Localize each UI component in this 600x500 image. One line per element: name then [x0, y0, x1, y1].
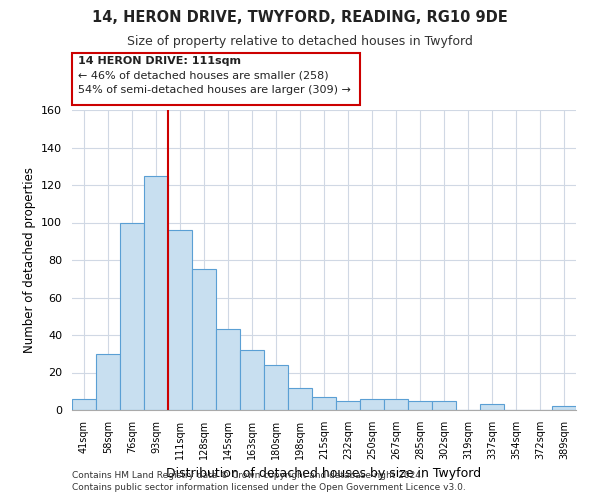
Bar — [288, 388, 312, 410]
Bar — [480, 404, 504, 410]
Bar — [264, 365, 288, 410]
Bar — [72, 399, 96, 410]
Text: 14 HERON DRIVE: 111sqm: 14 HERON DRIVE: 111sqm — [78, 56, 241, 66]
Bar — [360, 399, 384, 410]
Bar — [312, 397, 336, 410]
Bar — [120, 222, 144, 410]
Bar — [168, 230, 192, 410]
Y-axis label: Number of detached properties: Number of detached properties — [23, 167, 35, 353]
Bar — [336, 400, 360, 410]
Bar — [384, 399, 408, 410]
Text: Contains public sector information licensed under the Open Government Licence v3: Contains public sector information licen… — [72, 484, 466, 492]
Text: 14, HERON DRIVE, TWYFORD, READING, RG10 9DE: 14, HERON DRIVE, TWYFORD, READING, RG10 … — [92, 10, 508, 25]
Text: 54% of semi-detached houses are larger (309) →: 54% of semi-detached houses are larger (… — [78, 85, 351, 95]
Bar — [408, 400, 432, 410]
Bar — [216, 330, 240, 410]
Text: Size of property relative to detached houses in Twyford: Size of property relative to detached ho… — [127, 35, 473, 48]
Bar — [240, 350, 264, 410]
X-axis label: Distribution of detached houses by size in Twyford: Distribution of detached houses by size … — [166, 468, 482, 480]
Bar — [96, 354, 120, 410]
Text: ← 46% of detached houses are smaller (258): ← 46% of detached houses are smaller (25… — [78, 71, 329, 81]
Bar — [192, 270, 216, 410]
Text: Contains HM Land Registry data © Crown copyright and database right 2024.: Contains HM Land Registry data © Crown c… — [72, 471, 424, 480]
Bar — [144, 176, 168, 410]
Bar — [432, 400, 456, 410]
Bar — [552, 406, 576, 410]
